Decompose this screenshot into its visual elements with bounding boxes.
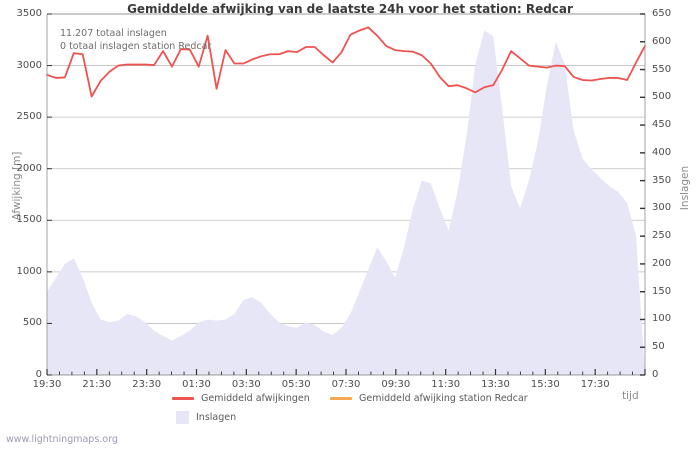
x-tick-label: 03:30 bbox=[231, 379, 261, 390]
x-tick-label: 19:30 bbox=[32, 379, 62, 390]
y-tick-label-right: 0 bbox=[652, 369, 659, 380]
x-tick-label: 07:30 bbox=[331, 379, 361, 390]
x-tick-label: 17:30 bbox=[580, 379, 610, 390]
y-tick-label-right: 150 bbox=[652, 285, 672, 297]
y-tick-label-left: 1500 bbox=[16, 214, 42, 226]
y-tick-label-left: 2500 bbox=[16, 111, 42, 123]
series-area-inslagen bbox=[47, 30, 645, 375]
x-tick-label: 05:30 bbox=[281, 379, 311, 390]
chart-annotation: 0 totaal inslagen station Redcar bbox=[60, 41, 212, 52]
legend-label: Inslagen bbox=[196, 412, 237, 423]
x-tick-label: 13:30 bbox=[481, 379, 510, 390]
x-tick-label: 09:30 bbox=[381, 379, 411, 390]
y-tick-label-right: 600 bbox=[652, 35, 672, 47]
y-tick-label-left: 500 bbox=[22, 317, 42, 329]
legend-item[interactable]: Gemiddeld afwijkingen bbox=[172, 393, 310, 404]
legend-item[interactable]: Gemiddeld afwijking station Redcar bbox=[330, 393, 528, 404]
y-tick-label-right: 350 bbox=[652, 174, 672, 186]
y-tick-label-right: 200 bbox=[652, 257, 672, 269]
tick-marks bbox=[46, 13, 646, 376]
legend-item[interactable]: Inslagen bbox=[172, 411, 236, 424]
y-tick-label-right: 650 bbox=[652, 8, 672, 19]
legend-label: Gemiddeld afwijking station Redcar bbox=[359, 393, 528, 404]
legend-area-swatch bbox=[176, 411, 189, 424]
y-tick-label-right: 300 bbox=[652, 202, 672, 214]
x-tick-label: 01:30 bbox=[182, 379, 211, 390]
x-tick-label: 15:30 bbox=[530, 379, 560, 390]
y-tick-label-left: 2000 bbox=[16, 162, 42, 174]
x-axis-label: tijd bbox=[622, 390, 639, 402]
x-tick-label: 11:30 bbox=[431, 379, 461, 390]
y-tick-label-right: 100 bbox=[652, 313, 672, 325]
legend-line-swatch bbox=[172, 397, 194, 400]
watermark: www.lightningmaps.org bbox=[6, 434, 118, 445]
x-tick-label: 21:30 bbox=[82, 379, 112, 390]
y-tick-label-right: 500 bbox=[652, 91, 672, 103]
y-tick-label-right: 400 bbox=[652, 146, 672, 158]
chart-annotation: 11.207 totaal inslagen bbox=[60, 28, 167, 39]
y-tick-label-left: 3000 bbox=[16, 59, 42, 71]
y-tick-label-left: 3500 bbox=[16, 8, 42, 19]
y-tick-label-right: 250 bbox=[652, 230, 672, 242]
legend-line-swatch bbox=[330, 397, 352, 400]
y-tick-label-right: 450 bbox=[652, 119, 672, 131]
legend-label: Gemiddeld afwijkingen bbox=[201, 393, 310, 404]
y-tick-label-right: 550 bbox=[652, 63, 672, 75]
x-tick-label: 23:30 bbox=[132, 379, 162, 390]
series-line-0 bbox=[46, 26, 646, 98]
y-tick-label-left: 1000 bbox=[16, 265, 42, 277]
chart-title: Gemiddelde afwijking van de laatste 24h … bbox=[127, 2, 573, 16]
y-tick-label-left: 0 bbox=[35, 369, 42, 380]
y-tick-label-right: 50 bbox=[652, 341, 665, 353]
